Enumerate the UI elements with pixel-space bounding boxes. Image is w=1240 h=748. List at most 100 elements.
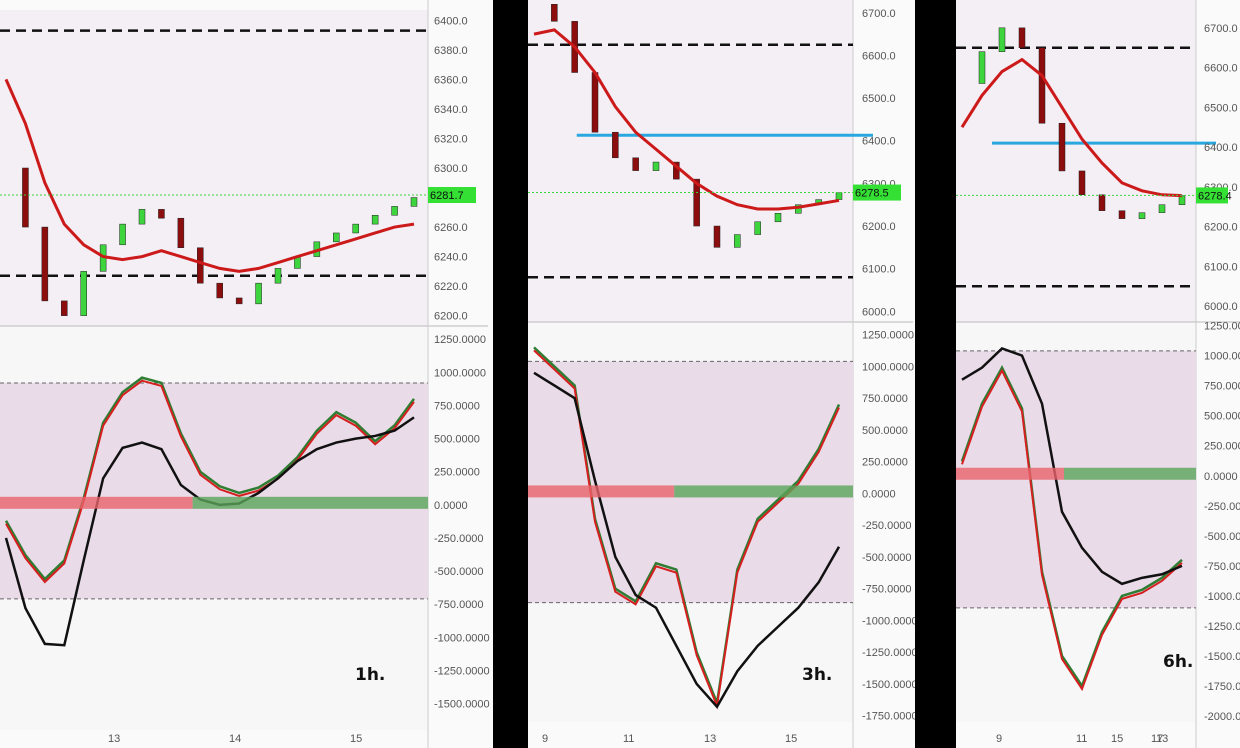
candle (835, 192, 843, 200)
chart-1h: 6400.06380.06360.06340.06320.06300.06280… (0, 0, 490, 748)
price-tick-label: 6260.0 (434, 222, 468, 234)
candle (333, 232, 340, 243)
price-tick-label: 6400.0 (1204, 142, 1238, 154)
chart-6h: 6700.06600.06500.06400.06300.06200.06100… (956, 0, 1240, 748)
moving-average-line (960, 57, 1183, 198)
candle (274, 268, 282, 284)
candle (612, 131, 619, 159)
oscillator-tick-label: 1250.0000 (862, 330, 914, 342)
candle (22, 167, 29, 228)
histogram-negative (956, 467, 1064, 480)
oscillator-tick-label: -1750.0000 (862, 711, 915, 723)
oscillator-tick-label: 1000.0000 (862, 361, 914, 373)
oscillator-signal-line (5, 379, 415, 584)
price-tick-label: 6300.0 (434, 163, 468, 175)
oscillator-tick-label: 0.0000 (1204, 471, 1238, 483)
histogram-positive (1064, 467, 1196, 480)
oscillator-tick-label: -250.0000 (862, 520, 912, 532)
candle (774, 212, 782, 223)
histogram-positive (674, 485, 853, 498)
candle (352, 223, 359, 234)
oscillator-tick-label: 250.0000 (434, 467, 480, 479)
candle (693, 178, 700, 227)
candle (197, 247, 204, 284)
oscillator-signal-line (961, 368, 1183, 692)
candle (119, 223, 126, 246)
current-price-box (853, 184, 901, 201)
price-tick-label: 6100.0 (1204, 261, 1238, 273)
oscillator-tick-label: 500.0000 (862, 425, 908, 437)
x-tick-label: 15 (350, 733, 362, 745)
price-tick-label: 6100.0 (862, 264, 896, 276)
x-tick-label: 14 (229, 733, 241, 745)
oscillator-tick-label: -1000.0000 (1204, 591, 1240, 603)
moving-average-line (533, 28, 840, 211)
price-tick-label: 6200.0 (862, 221, 896, 233)
price-tick-label: 6600.0 (1204, 63, 1238, 75)
x-tick-label: 9 (542, 733, 548, 745)
price-tick-label: 6000.0 (1204, 301, 1238, 313)
histogram-negative (528, 485, 675, 498)
candle (1018, 27, 1026, 48)
oscillator-tick-label: -500.0000 (862, 552, 912, 564)
oscillator-tick-label: 750.0000 (1204, 381, 1240, 393)
candle (591, 72, 599, 133)
oscillator-slow-line (533, 371, 841, 709)
candle (978, 51, 986, 84)
candle (138, 209, 146, 225)
candle (371, 215, 379, 225)
candle (1098, 194, 1106, 211)
histogram-positive (192, 496, 428, 509)
chart-panel-6h: 6700.06600.06500.06400.06300.06200.06100… (956, 0, 1240, 748)
price-tick-label: 6400.0 (862, 136, 896, 148)
price-tick-label: 6400.0 (434, 15, 468, 27)
oscillator-tick-label: -250.0000 (434, 533, 484, 545)
price-tick-label: 6320.0 (434, 133, 468, 145)
candle (80, 271, 87, 316)
price-tick-label: 6380.0 (434, 45, 468, 57)
price-tick-label: 6500.0 (1204, 102, 1238, 114)
timeframe-label: 3h. (802, 665, 832, 685)
x-tick-label: 17 (1151, 733, 1163, 745)
oscillator-tick-label: 0.0000 (434, 500, 468, 512)
price-pane-bg (956, 0, 1196, 322)
oscillator-tick-label: -750.0000 (862, 584, 912, 596)
price-tick-label: 6360.0 (434, 74, 468, 86)
price-tick-label: 6700.0 (862, 8, 896, 20)
candle (1078, 170, 1086, 196)
current-price-label: 6278.4 (1198, 190, 1232, 202)
oscillator-tick-label: -1250.0000 (1204, 621, 1240, 633)
oscillator-tick-label: 1000.0000 (434, 367, 486, 379)
candle (391, 206, 398, 216)
chart-panel-3h: 6700.0 6600.0 6500.0 6400.0 6300.0 6200.0 6100… (528, 0, 915, 748)
oscillator-tick-label: -1250.0000 (434, 665, 490, 677)
price-tick-label: 6340.0 (434, 104, 468, 116)
oscillator-tick-label: -1000.0000 (862, 615, 915, 627)
oscillator-tick-label: -1500.0000 (1204, 651, 1240, 663)
candle (158, 209, 165, 219)
x-tick-label: 11 (623, 733, 634, 745)
price-tick-label: 6000.0 (862, 306, 896, 318)
oscillator-band (0, 382, 428, 599)
current-price-label: 6278.5 (855, 188, 889, 200)
price-tick-label: 6200.0 (1204, 222, 1238, 234)
candle (255, 282, 262, 305)
oscillator-tick-label: -750.0000 (1204, 561, 1240, 573)
current-price-label: 6281.7 (430, 190, 464, 202)
chart-3h: 6700.06600.06500.06400.06300.06200.06100… (528, 0, 915, 748)
candle (652, 161, 660, 171)
oscillator-tick-label: 0.0000 (862, 488, 896, 500)
moving-average-line (4, 78, 415, 273)
oscillator-tick-label: 1250.0000 (434, 334, 486, 346)
oscillator-tick-label: -1750.0000 (1204, 681, 1240, 693)
candle (632, 157, 639, 171)
candle (713, 225, 721, 248)
oscillator-tick-label: 1000.0000 (1204, 351, 1240, 363)
oscillator-tick-label: -2000.0000 (1204, 711, 1240, 723)
timeframe-label: 6h. (1163, 652, 1193, 672)
oscillator-fast-line (960, 364, 1183, 689)
oscillator-tick-label: 250.0000 (1204, 441, 1240, 453)
oscillator-tick-label: -1500.0000 (434, 699, 490, 711)
x-tick-label: 15 (785, 733, 797, 745)
oscillator-tick-label: -250.0000 (1204, 501, 1240, 513)
